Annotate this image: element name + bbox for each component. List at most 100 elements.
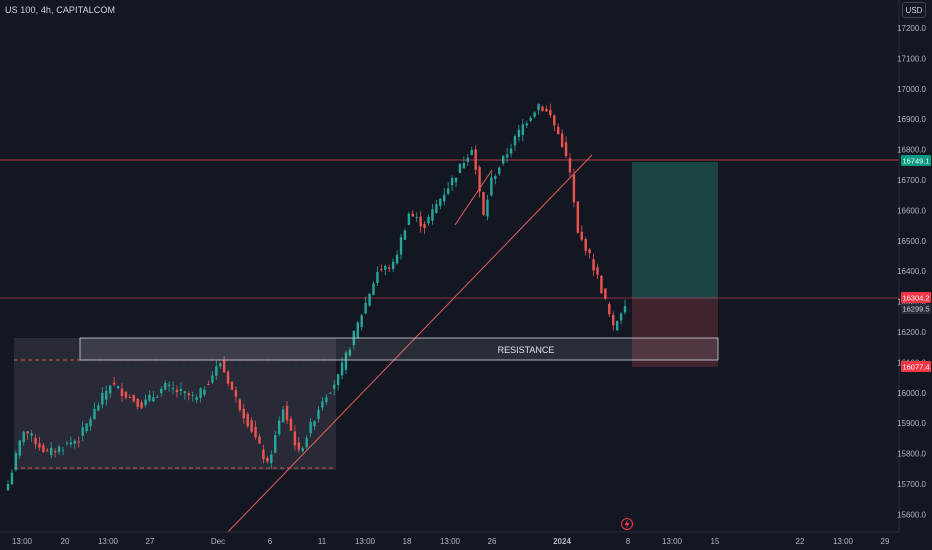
candle-body bbox=[576, 201, 580, 233]
candle-body bbox=[309, 421, 312, 434]
candle-body bbox=[42, 445, 45, 452]
candle-body bbox=[199, 388, 202, 398]
candle-body bbox=[81, 427, 84, 436]
candle-body bbox=[46, 450, 49, 452]
candle-body bbox=[222, 360, 226, 373]
candle-body bbox=[301, 448, 304, 452]
candle-body bbox=[73, 440, 77, 444]
candle-body bbox=[423, 223, 426, 229]
time-tick-label: 18 bbox=[403, 537, 412, 546]
candle-body bbox=[380, 268, 383, 270]
candle-body bbox=[549, 110, 552, 116]
candle-body bbox=[466, 157, 470, 162]
price-tick-label: 17200.0 bbox=[897, 24, 926, 33]
candle-body bbox=[167, 384, 171, 386]
time-tick-label: 13:00 bbox=[440, 537, 461, 546]
candle-body bbox=[336, 374, 340, 385]
time-tick-label: Dec bbox=[211, 537, 225, 546]
candle-body bbox=[26, 431, 29, 434]
price-tick-label: 17100.0 bbox=[897, 54, 926, 63]
candle-body bbox=[93, 408, 96, 420]
candle-body bbox=[462, 163, 466, 169]
candle-body bbox=[152, 397, 155, 402]
candle-body bbox=[372, 283, 375, 295]
candle-body bbox=[608, 303, 611, 315]
price-tick-label: 16000.0 bbox=[897, 389, 926, 398]
resistance-label: RESISTANCE bbox=[498, 345, 555, 355]
candle-body bbox=[604, 288, 607, 299]
time-tick-label: 26 bbox=[488, 537, 497, 546]
candle-body bbox=[50, 447, 53, 456]
price-tick-label: 15800.0 bbox=[897, 450, 926, 459]
candle-body bbox=[187, 393, 190, 396]
candle-body bbox=[501, 155, 505, 164]
candle-body bbox=[116, 385, 120, 389]
lightning-bolt-icon[interactable] bbox=[621, 518, 633, 530]
current-price-text: 16304.2 bbox=[902, 294, 929, 303]
trendline-long[interactable] bbox=[224, 154, 593, 536]
stop-price-tag bbox=[901, 361, 931, 372]
candle-body bbox=[258, 436, 261, 444]
candle-body bbox=[612, 314, 615, 326]
candle-body bbox=[234, 390, 238, 397]
candle-body bbox=[435, 204, 438, 213]
current-price-tag bbox=[901, 292, 931, 303]
price-tick-label: 16600.0 bbox=[897, 206, 926, 215]
candle-body bbox=[293, 431, 297, 446]
candle-body bbox=[545, 109, 548, 112]
currency-button[interactable]: USD bbox=[902, 2, 926, 18]
candle-body bbox=[215, 366, 218, 376]
price-axis-panel[interactable] bbox=[899, 0, 932, 532]
candle-body bbox=[478, 167, 481, 192]
candle-body bbox=[246, 413, 249, 426]
candle-body bbox=[61, 449, 65, 451]
time-tick-label: 13:00 bbox=[662, 537, 683, 546]
price-axis-ticks: 17200.0 17100.0 17000.0 16900.0 16800.0 16700… bbox=[897, 24, 926, 519]
symbol-label[interactable]: US 100, 4h, CAPITALCOM bbox=[5, 5, 116, 15]
candle-body bbox=[254, 426, 257, 438]
candle-body bbox=[156, 396, 159, 398]
candle-body bbox=[364, 302, 367, 314]
candle-body bbox=[297, 442, 301, 450]
candle-body bbox=[175, 389, 179, 393]
candle-body bbox=[458, 163, 462, 173]
candle-body bbox=[529, 117, 532, 121]
candle-body bbox=[513, 136, 517, 146]
candle-body bbox=[101, 392, 104, 405]
time-axis-panel[interactable] bbox=[0, 532, 899, 550]
time-tick-label: 22 bbox=[796, 537, 805, 546]
candle-body bbox=[160, 388, 163, 394]
loss-zone[interactable] bbox=[632, 299, 718, 367]
candle-body bbox=[124, 391, 128, 398]
candle-body bbox=[403, 230, 407, 240]
profit-zone[interactable] bbox=[632, 162, 718, 299]
candle-body bbox=[22, 431, 25, 442]
trendline-short[interactable] bbox=[454, 169, 493, 226]
candle-body bbox=[411, 213, 414, 217]
price-tick-label: 15600.0 bbox=[897, 510, 926, 519]
candle-body bbox=[533, 112, 536, 117]
candle-body bbox=[226, 371, 230, 384]
candle-body bbox=[494, 176, 497, 179]
candle-body bbox=[443, 194, 446, 202]
candle-body bbox=[97, 405, 100, 411]
candle-body bbox=[195, 396, 198, 401]
time-tick-label: 13:00 bbox=[98, 537, 119, 546]
candle-body bbox=[568, 158, 572, 173]
price-tick-label: 15900.0 bbox=[897, 419, 926, 428]
candle-body bbox=[230, 381, 234, 390]
resistance-zone[interactable] bbox=[79, 337, 719, 361]
candle-body bbox=[285, 406, 289, 421]
candle-body bbox=[376, 271, 379, 283]
resistance-label-bg bbox=[503, 343, 550, 356]
time-tick-label: 13:00 bbox=[12, 537, 33, 546]
candle-body bbox=[384, 265, 387, 270]
time-tick-label: 6 bbox=[268, 537, 273, 546]
candle-body bbox=[128, 396, 132, 398]
candle-body bbox=[596, 267, 599, 275]
candle-body bbox=[415, 216, 418, 218]
candle-body bbox=[14, 453, 18, 470]
price-tick-label: 16900.0 bbox=[897, 115, 926, 124]
